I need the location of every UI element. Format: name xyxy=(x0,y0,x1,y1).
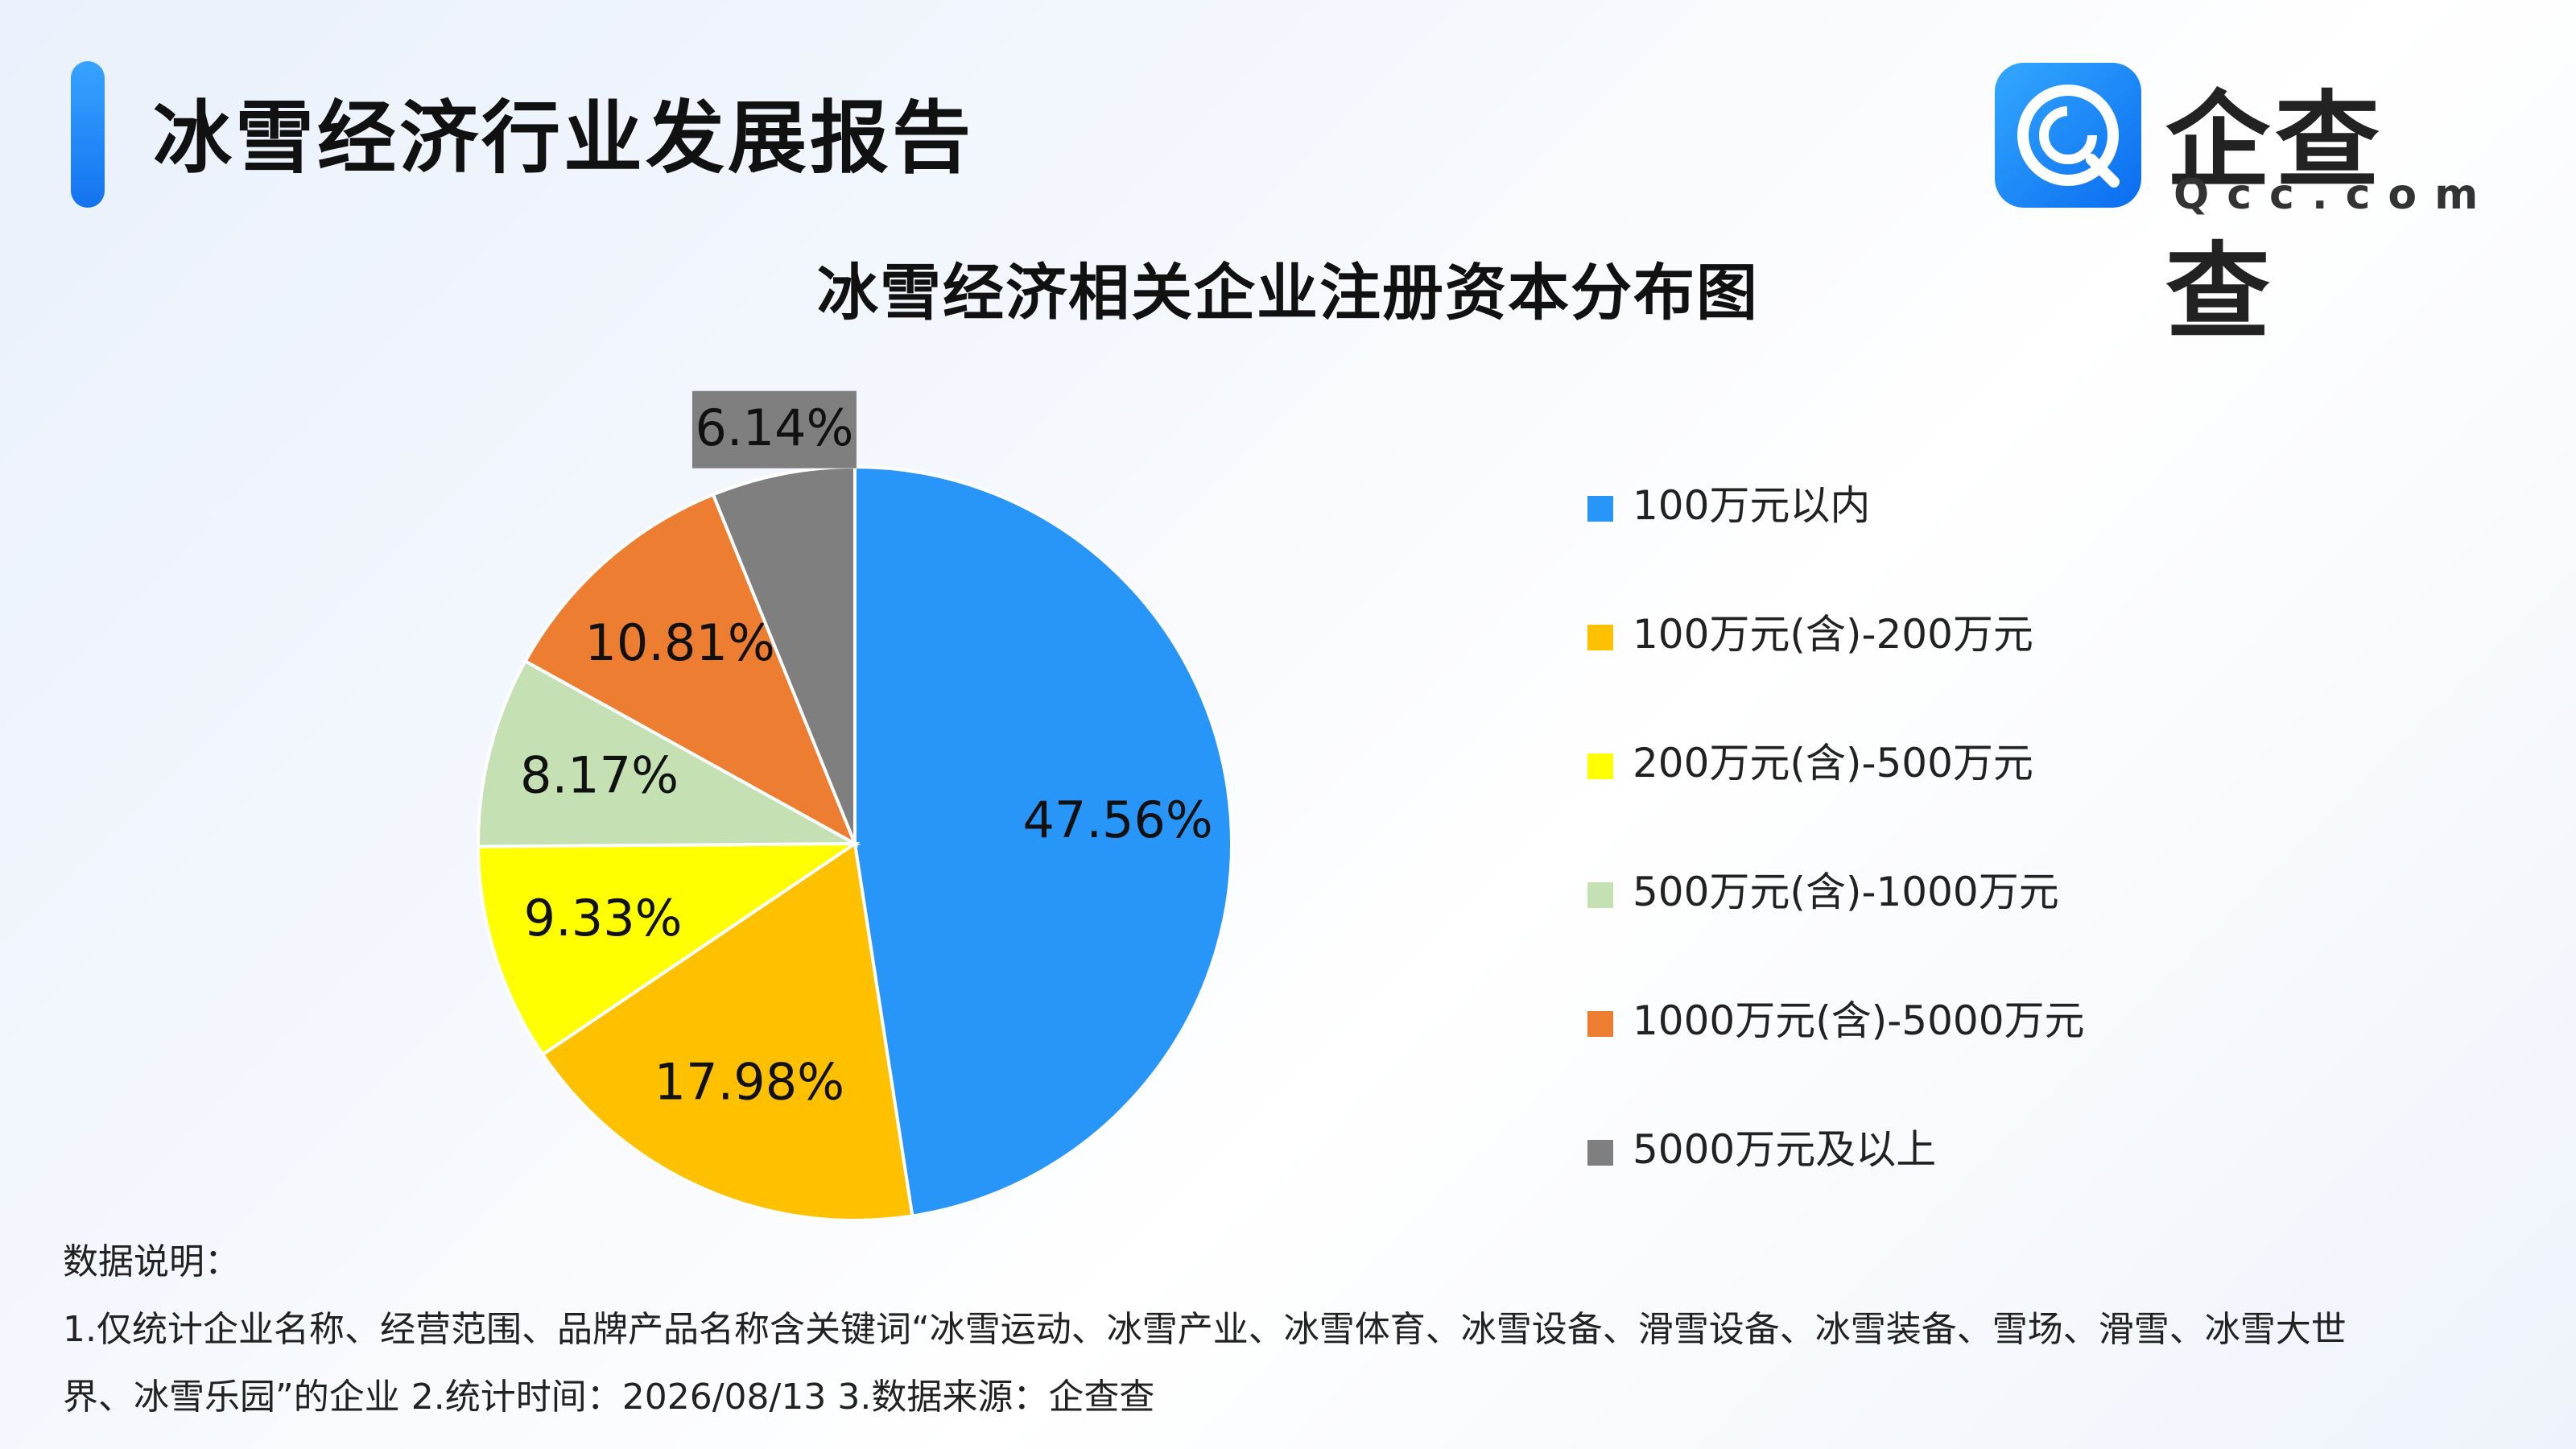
pie-data-label-0: 47.56% xyxy=(1022,791,1212,849)
legend-label-1: 100万元(含)-200万元 xyxy=(1633,611,2033,658)
pie-label-bg-5 xyxy=(691,390,857,469)
report-title: 冰雪经济行业发展报告 xyxy=(153,93,975,184)
legend-swatch-5 xyxy=(1587,1140,1613,1166)
qcc-logo: 企查查 Qcc.com xyxy=(1995,63,2478,353)
pie-slice-3 xyxy=(477,658,861,848)
logo-wordmark: 企查查 xyxy=(2165,80,2385,353)
legend-label-4: 1000万元(含)-5000万元 xyxy=(1633,997,2085,1044)
title-accent-bar xyxy=(71,61,105,208)
pie-slice-1 xyxy=(540,840,914,1222)
legend-label-2: 200万元(含)-500万元 xyxy=(1633,740,2033,786)
pie-data-label-3: 8.17% xyxy=(520,745,679,804)
notes-line-2: 界、冰雪乐园”的企业 2.统计时间：2026/08/13 3.数据来源：企查查 xyxy=(63,1377,1155,1418)
notes-line-1: 1.仅统计企业名称、经营范围、品牌产品名称含关键词“冰雪运动、冰雪产业、冰雪体育… xyxy=(63,1309,2347,1350)
legend-swatch-1 xyxy=(1587,625,1613,650)
pie-data-label-5: 6.14% xyxy=(695,398,853,457)
notes-heading: 数据说明： xyxy=(63,1241,240,1282)
logo-domain: Qcc.com xyxy=(2174,171,2496,219)
pie-slice-4 xyxy=(522,492,858,848)
legend-label-5: 5000万元及以上 xyxy=(1633,1126,1937,1173)
pie-data-label-1: 17.98% xyxy=(654,1052,844,1111)
legend-swatch-3 xyxy=(1587,882,1613,908)
legend-swatch-0 xyxy=(1587,496,1613,522)
legend-label-3: 500万元(含)-1000万元 xyxy=(1633,869,2059,915)
pie-data-label-2: 9.33% xyxy=(524,889,683,947)
legend-swatch-4 xyxy=(1587,1011,1613,1037)
pie-data-label-4: 10.81% xyxy=(584,613,774,672)
data-notes: 数据说明： 1.仅统计企业名称、经营范围、品牌产品名称含关键词“冰雪运动、冰雪产… xyxy=(63,1228,2526,1431)
pie-slice-2 xyxy=(476,841,861,1057)
qcc-logo-icon xyxy=(1995,63,2141,208)
legend-label-0: 100万元以内 xyxy=(1633,482,1871,529)
legend-swatch-2 xyxy=(1587,753,1613,779)
chart-title: 冰雪经济相关企业注册资本分布图 xyxy=(817,257,1759,328)
pie-slice-0 xyxy=(853,464,1233,1218)
